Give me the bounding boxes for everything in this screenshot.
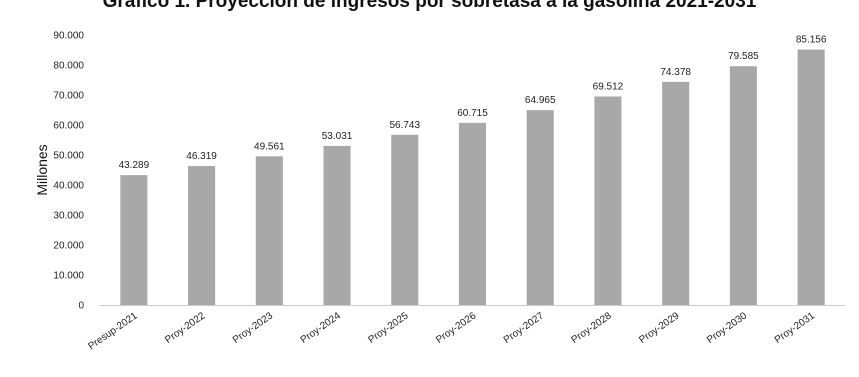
bar-presup-2021	[120, 175, 148, 305]
data-label: 43.289	[119, 160, 150, 171]
data-label: 56.743	[389, 120, 420, 131]
y-tick-label: 10.000	[53, 271, 84, 282]
x-tick-label: Proy-2026	[434, 310, 478, 346]
y-tick-label: 60.000	[53, 121, 84, 132]
bar-proy-2023	[255, 156, 283, 305]
data-label: 46.319	[186, 151, 217, 162]
x-tick-label: Proy-2030	[705, 310, 749, 346]
bar-proy-2031	[797, 49, 825, 306]
bar-proy-2027	[526, 110, 554, 305]
y-tick-label: 80.000	[53, 61, 84, 72]
bar-proy-2025	[391, 134, 419, 305]
x-axis-ticks: Presup-2021 Proy-2022 Proy-2023 Proy-2024 Pr…	[86, 310, 817, 352]
x-tick-label: Proy-2024	[299, 310, 343, 346]
data-label: 49.561	[254, 141, 285, 152]
y-tick-label: 90.000	[53, 31, 84, 42]
data-label: 60.715	[457, 108, 488, 119]
data-label: 79.585	[728, 51, 759, 62]
y-tick-label: 70.000	[53, 91, 84, 102]
data-label: 69.512	[593, 81, 624, 92]
bar-proy-2022	[188, 166, 216, 305]
x-tick-label: Proy-2031	[773, 310, 817, 346]
bars-group	[120, 49, 825, 306]
y-tick-label: 50.000	[53, 151, 84, 162]
bar-proy-2030	[729, 66, 757, 306]
bar-proy-2026	[458, 122, 487, 305]
bar-proy-2029	[662, 81, 690, 305]
data-labels-group: 43.289 46.319 49.561 53.031 56.743 60.715 64.9…	[119, 35, 827, 172]
chart-title: Gráfico 1. Proyección de ingresos por so…	[102, 0, 757, 12]
y-axis-label: Millones	[34, 144, 50, 195]
data-label: 53.031	[322, 131, 353, 142]
x-tick-label: Proy-2022	[163, 310, 207, 346]
y-tick-label: 30.000	[53, 211, 84, 222]
y-tick-label: 20.000	[53, 241, 84, 252]
y-tick-label: 40.000	[53, 181, 84, 192]
bar-proy-2028	[594, 96, 622, 306]
y-tick-label: 0	[78, 301, 84, 312]
x-tick-label: Proy-2029	[637, 310, 681, 346]
x-tick-label: Proy-2028	[570, 310, 614, 346]
bar-proy-2024	[323, 145, 351, 305]
data-label: 74.378	[660, 67, 691, 78]
data-label: 64.965	[525, 95, 556, 106]
x-tick-label: Proy-2027	[502, 310, 546, 346]
y-axis-ticks: 0 10.000 20.000 30.000 40.000 50.000 60.000 70.…	[53, 31, 84, 312]
x-tick-label: Proy-2025	[366, 310, 410, 346]
data-label: 85.156	[796, 35, 827, 46]
x-tick-label: Proy-2023	[231, 310, 275, 346]
x-tick-label: Presup-2021	[86, 310, 140, 352]
